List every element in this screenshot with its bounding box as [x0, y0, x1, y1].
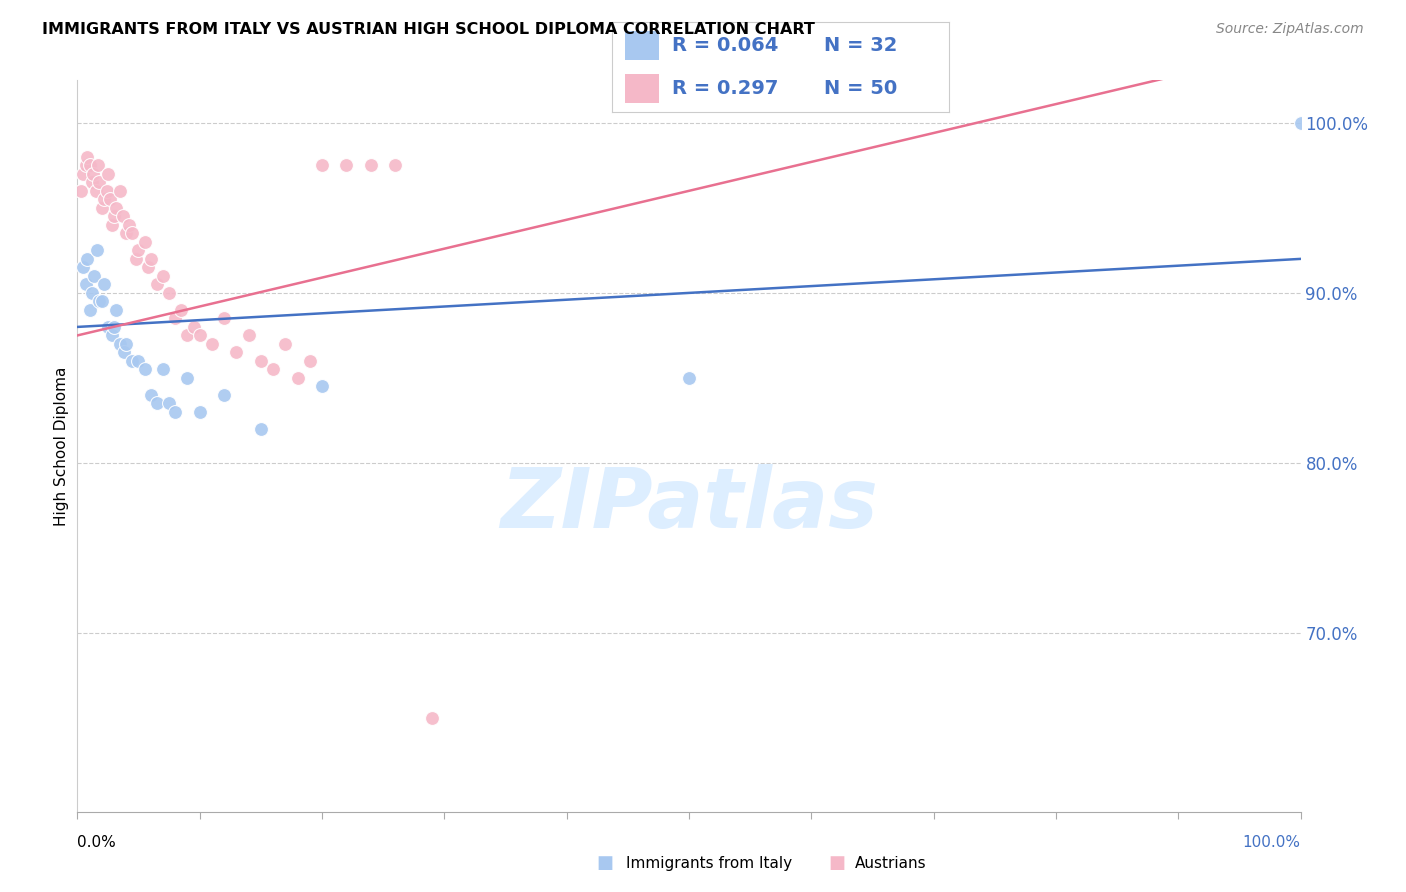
Text: N = 32: N = 32 [824, 36, 897, 55]
Bar [626, 31, 659, 60]
Point [176, 371, 198, 385]
Point [262, 362, 284, 376]
Point [134, 362, 156, 376]
Point [83, 268, 105, 283]
Point [201, 337, 224, 351]
Point [111, 210, 134, 224]
Text: Source: ZipAtlas.com: Source: ZipAtlas.com [1216, 22, 1364, 37]
Point [93, 277, 115, 292]
Text: 0.0%: 0.0% [77, 836, 117, 850]
Point [176, 328, 198, 343]
Point [384, 158, 406, 172]
Point [76, 150, 98, 164]
Point [146, 396, 169, 410]
Point [183, 320, 205, 334]
Point [118, 218, 141, 232]
Point [97, 167, 120, 181]
Point [157, 396, 180, 410]
Text: Immigrants from Italy: Immigrants from Italy [626, 856, 792, 871]
Point [152, 268, 174, 283]
Point [125, 252, 148, 266]
Point [105, 302, 128, 317]
Point [311, 158, 333, 172]
Point [287, 371, 309, 385]
Point [82, 167, 104, 181]
Text: ■: ■ [596, 855, 613, 872]
Bar [626, 74, 659, 103]
Point [87, 158, 110, 172]
Point [98, 192, 121, 206]
Point [105, 201, 128, 215]
Point [90, 294, 112, 309]
Point [152, 362, 174, 376]
Point [212, 311, 235, 326]
Point [103, 210, 125, 224]
Point [139, 252, 162, 266]
Point [100, 328, 122, 343]
Point [360, 158, 382, 172]
Point [136, 260, 159, 275]
Point [108, 184, 131, 198]
Point [76, 252, 98, 266]
Text: R = 0.064: R = 0.064 [672, 36, 779, 55]
Point [75, 277, 97, 292]
Point [80, 175, 103, 189]
Point [188, 405, 211, 419]
Point [146, 277, 169, 292]
Point [115, 227, 138, 241]
Point [165, 311, 187, 326]
Point [90, 201, 112, 215]
Point [298, 354, 321, 368]
Point [250, 354, 273, 368]
Point [103, 320, 125, 334]
Point [115, 337, 138, 351]
Point [225, 345, 247, 359]
Point [170, 302, 193, 317]
Point [86, 244, 108, 258]
Point [188, 328, 211, 343]
Text: R = 0.297: R = 0.297 [672, 78, 779, 98]
Point [128, 244, 150, 258]
Point [212, 388, 235, 402]
Point [139, 388, 162, 402]
Text: N = 50: N = 50 [824, 78, 897, 98]
Point [97, 320, 120, 334]
Point [79, 158, 101, 172]
Y-axis label: High School Diploma: High School Diploma [53, 367, 69, 525]
Point [79, 302, 101, 317]
Point [72, 167, 94, 181]
Point [134, 235, 156, 249]
Point [70, 184, 93, 198]
Point [84, 184, 107, 198]
Point [72, 260, 94, 275]
Point [250, 422, 273, 436]
Point [311, 379, 333, 393]
Point [80, 285, 103, 300]
Point [157, 285, 180, 300]
Point [108, 337, 131, 351]
Text: Austrians: Austrians [855, 856, 927, 871]
Point [335, 158, 357, 172]
Point [238, 328, 260, 343]
Point [1289, 116, 1312, 130]
Point [678, 371, 700, 385]
Text: 100.0%: 100.0% [1243, 836, 1301, 850]
Point [420, 711, 443, 725]
Point [100, 218, 122, 232]
Point [93, 192, 115, 206]
Point [112, 345, 135, 359]
Point [89, 175, 111, 189]
Text: IMMIGRANTS FROM ITALY VS AUSTRIAN HIGH SCHOOL DIPLOMA CORRELATION CHART: IMMIGRANTS FROM ITALY VS AUSTRIAN HIGH S… [42, 22, 815, 37]
Text: ■: ■ [828, 855, 845, 872]
Point [75, 158, 97, 172]
Point [96, 184, 118, 198]
Text: ZIPatlas: ZIPatlas [501, 464, 877, 545]
Point [121, 354, 143, 368]
Point [165, 405, 187, 419]
Point [128, 354, 150, 368]
Point [89, 294, 111, 309]
Point [274, 337, 297, 351]
Point [121, 227, 143, 241]
